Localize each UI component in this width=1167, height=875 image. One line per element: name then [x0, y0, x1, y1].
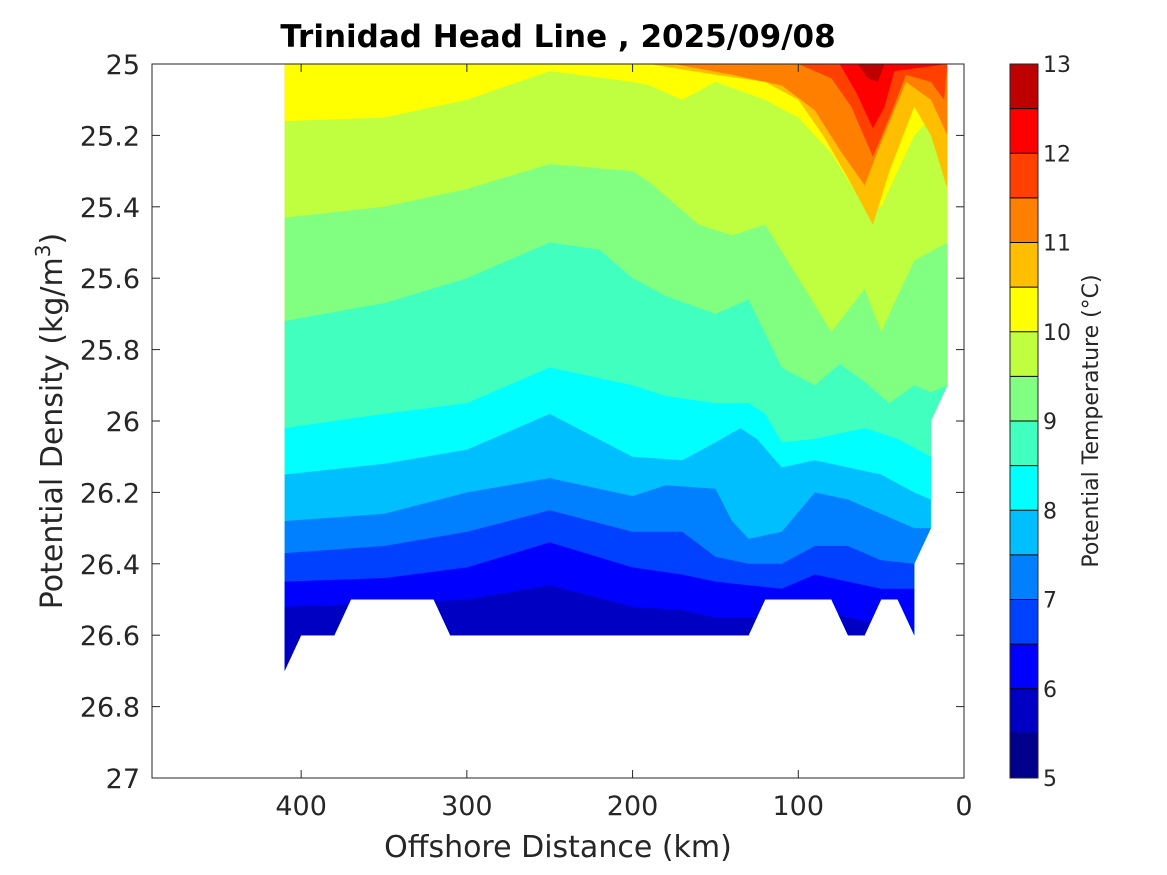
- colorbar-segment: [1010, 331, 1038, 377]
- y-tick-label: 27: [106, 764, 140, 795]
- colorbar-segment: [1010, 465, 1038, 511]
- x-tick-label: 100: [773, 791, 825, 822]
- y-tick-label: 26.4: [80, 550, 140, 581]
- colorbar-segment: [1010, 554, 1038, 600]
- x-tick-label: 400: [275, 791, 327, 822]
- colorbar-tick-label: 6: [1043, 678, 1057, 703]
- x-axis-label: Offshore Distance (km): [384, 830, 732, 865]
- y-tick-label: 25: [106, 50, 140, 81]
- colorbar-tick-label: 9: [1043, 410, 1057, 435]
- colorbar-segment: [1010, 510, 1038, 556]
- y-tick-label: 25.6: [80, 264, 140, 295]
- colorbar-tick-label: 11: [1043, 232, 1071, 257]
- warm-lens-3: [839, 64, 948, 129]
- colorbar: 5 6 7 8 9 10 11 12 13: [1009, 53, 1071, 792]
- y-tick-label: 26: [106, 407, 140, 438]
- colorbar-segment: [1010, 153, 1038, 199]
- colorbar-segment: [1010, 421, 1038, 467]
- y-axis-label-main: Potential Density (kg/m: [35, 257, 70, 609]
- colorbar-tick-label: 12: [1043, 142, 1071, 167]
- y-tick-label: 25.4: [80, 193, 140, 224]
- colorbar-tick-label: 10: [1043, 321, 1071, 346]
- colorbar-frame: [1009, 63, 1039, 779]
- y-tick-label: 25.2: [80, 121, 140, 152]
- colorbar-segment: [1010, 599, 1038, 645]
- y-tick-label: 26.8: [80, 693, 140, 724]
- x-tick-label: 0: [955, 791, 972, 822]
- colorbar-segment: [1010, 287, 1038, 333]
- colorbar-tick-label: 7: [1043, 589, 1057, 614]
- chart-title: Trinidad Head Line , 2025/09/08: [280, 19, 835, 55]
- x-axis-ticks: 400 300 200 100 0: [275, 64, 973, 822]
- colorbar-segment: [1010, 108, 1038, 154]
- colorbar-segment: [1010, 733, 1038, 779]
- y-tick-label: 25.8: [80, 336, 140, 367]
- warm-lens-4: [857, 64, 885, 82]
- colorbar-tick-label: 8: [1043, 499, 1057, 524]
- y-axis-label-end: ): [35, 233, 70, 245]
- colorbar-segment: [1010, 197, 1038, 243]
- x-tick-label: 200: [607, 791, 659, 822]
- colorbar-segment: [1010, 242, 1038, 288]
- colorbar-segment: [1010, 376, 1038, 422]
- colorbar-tick-label: 5: [1043, 767, 1057, 792]
- y-tick-label: 26.2: [80, 478, 140, 509]
- y-axis-ticks: 25 25.2 25.4 25.6 25.8 26 26.2 26.4 26.6 26.8 27: [80, 50, 964, 795]
- y-axis-label: Potential Density (kg/m3): [31, 233, 70, 609]
- colorbar-segment: [1010, 64, 1038, 110]
- colorbar-segment: [1010, 688, 1038, 734]
- y-tick-label: 26.6: [80, 621, 140, 652]
- colorbar-tick-label: 13: [1043, 53, 1071, 78]
- y-axis-label-sup: 3: [31, 244, 55, 257]
- x-tick-label: 300: [441, 791, 493, 822]
- colorbar-segment: [1010, 644, 1038, 690]
- colorbar-label: Potential Temperature (°C): [1079, 274, 1104, 567]
